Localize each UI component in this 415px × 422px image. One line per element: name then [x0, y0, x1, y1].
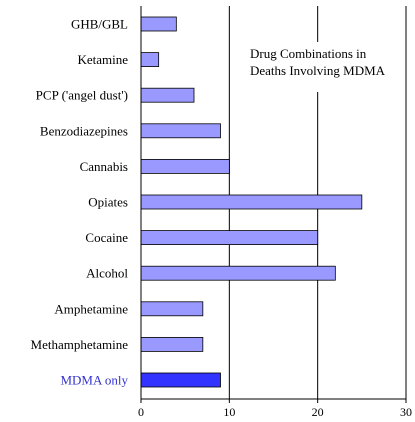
category-label: Methamphetamine: [31, 337, 129, 352]
category-label: PCP ('angel dust'): [36, 88, 128, 103]
x-tick-label: 0: [138, 405, 144, 419]
category-label: Cannabis: [80, 159, 128, 174]
bar-benzodiazepines: [140, 123, 221, 139]
category-label: Benzodiazepines: [40, 123, 128, 138]
category-label: Opiates: [88, 195, 128, 210]
bar-mdma-only: [140, 372, 221, 388]
bar-ketamine: [140, 52, 160, 67]
bar-opiates: [140, 194, 363, 210]
category-label: GHB/GBL: [71, 17, 128, 32]
axes: GHB/GBL Ketamine PCP ('angel dust') Benzodi…: [31, 6, 412, 419]
chart-title-line: Deaths Involving MDMA: [250, 63, 386, 78]
category-label: Cocaine: [85, 230, 128, 245]
x-tick-label: 20: [312, 405, 324, 419]
x-tick-label: 30: [400, 405, 412, 419]
bar-cannabis: [140, 158, 230, 174]
category-label: Ketamine: [77, 52, 128, 67]
category-label: MDMA only: [60, 373, 128, 388]
bar-amphetamine: [140, 301, 204, 317]
bar-methamphetamine: [140, 336, 204, 352]
bar-alcohol: [140, 265, 336, 281]
title-backdrop: [246, 42, 398, 92]
bar-ghb-gbl: [140, 16, 177, 32]
chart-title-line: Drug Combinations in: [250, 46, 367, 61]
bar-cocaine: [140, 230, 319, 246]
x-tick-label: 10: [223, 405, 235, 419]
category-label: Alcohol: [86, 266, 128, 281]
bar-pcp-angel-dust: [140, 87, 195, 103]
chart-title: Drug Combinations in Deaths Involving MDM…: [246, 42, 398, 92]
category-label: Amphetamine: [54, 301, 128, 316]
